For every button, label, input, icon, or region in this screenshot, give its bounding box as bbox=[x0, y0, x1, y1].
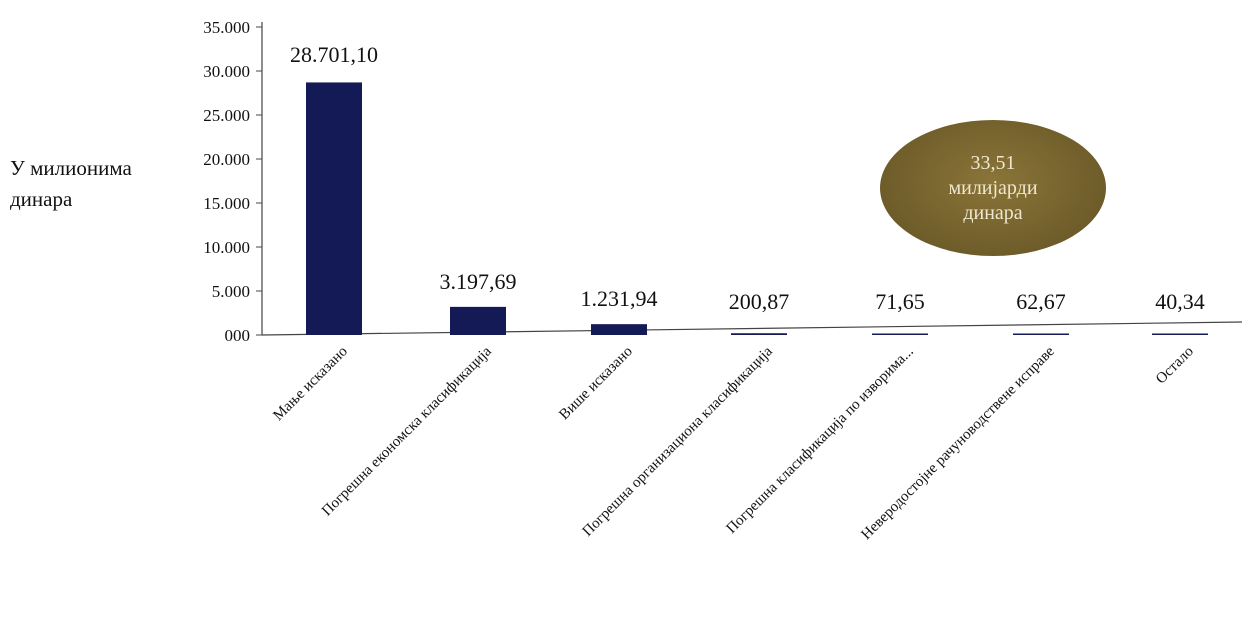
bar bbox=[1013, 333, 1069, 335]
y-axis-label-line-2: динара bbox=[10, 187, 73, 211]
y-axis-label-line-1: У милионима bbox=[10, 156, 132, 180]
y-tick-label: 30.000 bbox=[203, 62, 250, 81]
bar bbox=[1152, 333, 1208, 335]
bar bbox=[306, 82, 362, 335]
data-label: 40,34 bbox=[1155, 289, 1205, 314]
data-label: 1.231,94 bbox=[581, 286, 658, 311]
data-label: 62,67 bbox=[1016, 289, 1066, 314]
category-label: Остало bbox=[1153, 344, 1197, 388]
category-label: Погрешна економска класификација bbox=[319, 343, 495, 519]
callout-line-3: динара bbox=[963, 201, 1023, 224]
y-tick-label: 000 bbox=[225, 326, 251, 345]
y-axis-label: У милионима динара bbox=[10, 153, 180, 215]
y-tick-label: 20.000 bbox=[203, 150, 250, 169]
y-tick-label: 5.000 bbox=[212, 282, 250, 301]
bar bbox=[872, 333, 928, 335]
y-tick-label: 15.000 bbox=[203, 194, 250, 213]
bar bbox=[450, 306, 506, 335]
bar bbox=[591, 324, 647, 335]
category-label: Мање исказано bbox=[270, 344, 350, 424]
callout-line-1: 33,51 bbox=[970, 151, 1016, 174]
y-tick-label: 35.000 bbox=[203, 18, 250, 37]
y-tick-label: 10.000 bbox=[203, 238, 250, 257]
data-label: 3.197,69 bbox=[440, 269, 517, 294]
y-tick-label: 25.000 bbox=[203, 106, 250, 125]
category-label: Више исказано bbox=[556, 344, 636, 424]
data-label: 71,65 bbox=[875, 289, 925, 314]
x-axis-line bbox=[261, 321, 1243, 336]
data-label: 28.701,10 bbox=[290, 42, 378, 67]
callout-line-2: милијарди bbox=[948, 176, 1038, 199]
total-callout: 33,51 милијарди динара bbox=[880, 120, 1106, 256]
bar bbox=[731, 333, 787, 335]
data-label: 200,87 bbox=[729, 289, 790, 314]
